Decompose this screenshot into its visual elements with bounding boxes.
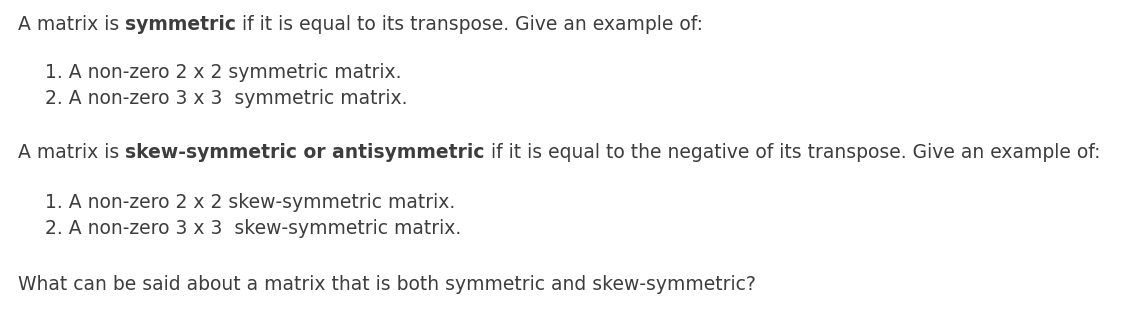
Text: 2. A non-zero 3 x 3  skew-symmetric matrix.: 2. A non-zero 3 x 3 skew-symmetric matri… [45, 219, 461, 238]
Text: 1. A non-zero 2 x 2 symmetric matrix.: 1. A non-zero 2 x 2 symmetric matrix. [45, 63, 402, 82]
Text: if it is equal to its transpose. Give an example of:: if it is equal to its transpose. Give an… [236, 15, 703, 34]
Text: symmetric: symmetric [126, 15, 236, 34]
Text: What can be said about a matrix that is both symmetric and skew-symmetric?: What can be said about a matrix that is … [18, 275, 756, 294]
Text: 2. A non-zero 3 x 3  symmetric matrix.: 2. A non-zero 3 x 3 symmetric matrix. [45, 89, 407, 108]
Text: if it is equal to the negative of its transpose. Give an example of:: if it is equal to the negative of its tr… [485, 143, 1100, 162]
Text: 1. A non-zero 2 x 2 skew-symmetric matrix.: 1. A non-zero 2 x 2 skew-symmetric matri… [45, 193, 456, 212]
Text: A matrix is: A matrix is [18, 15, 126, 34]
Text: skew-symmetric or antisymmetric: skew-symmetric or antisymmetric [126, 143, 485, 162]
Text: A matrix is: A matrix is [18, 143, 126, 162]
